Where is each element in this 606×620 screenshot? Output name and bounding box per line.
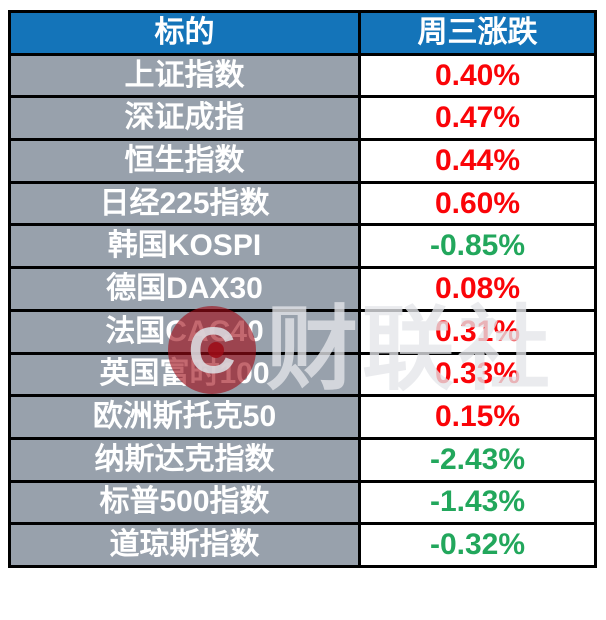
index-name: 法国CAC40 [8,308,361,355]
table-row: 恒生指数 0.44% [8,138,597,184]
table-row: 法国CAC40 0.31% [8,308,597,355]
index-change: 0.40% [358,52,597,99]
index-name: 德国DAX30 [8,266,361,312]
index-name: 深证成指 [8,95,361,142]
index-name: 英国富时100 [8,351,361,398]
table-row: 道琼斯指数 -0.32% [8,522,597,568]
index-name: 纳斯达克指数 [8,436,361,483]
table-row: 韩国KOSPI -0.85% [8,223,597,270]
col-header-target: 标的 [8,10,361,56]
index-name: 日经225指数 [8,180,361,227]
table-row: 日经225指数 0.60% [8,180,597,227]
index-name: 上证指数 [8,52,361,99]
index-change: 0.47% [358,95,597,142]
table-row: 英国富时100 0.33% [8,351,597,398]
index-change: 0.08% [358,266,597,312]
index-change: -2.43% [358,436,597,483]
index-change: 0.15% [358,394,597,440]
index-change: -0.32% [358,522,597,568]
index-name: 道琼斯指数 [8,522,361,568]
col-header-wednesday-change: 周三涨跌 [358,10,597,56]
index-change: -1.43% [358,479,597,526]
index-name: 恒生指数 [8,138,361,184]
header-row: 标的 周三涨跌 [8,10,597,56]
table-row: 上证指数 0.40% [8,52,597,99]
table-row: 欧洲斯托克50 0.15% [8,394,597,440]
index-name: 欧洲斯托克50 [8,394,361,440]
table-row: 标普500指数 -1.43% [8,479,597,526]
index-name: 标普500指数 [8,479,361,526]
index-change: 0.33% [358,351,597,398]
table-row: 德国DAX30 0.08% [8,266,597,312]
index-change: 0.31% [358,308,597,355]
table-row: 深证成指 0.47% [8,95,597,142]
table-row: 纳斯达克指数 -2.43% [8,436,597,483]
index-change: 0.44% [358,138,597,184]
index-name: 韩国KOSPI [8,223,361,270]
market-change-table: 标的 周三涨跌 上证指数 0.40% 深证成指 0.47% 恒生指数 0.44%… [8,10,597,568]
index-change: -0.85% [358,223,597,270]
index-change: 0.60% [358,180,597,227]
